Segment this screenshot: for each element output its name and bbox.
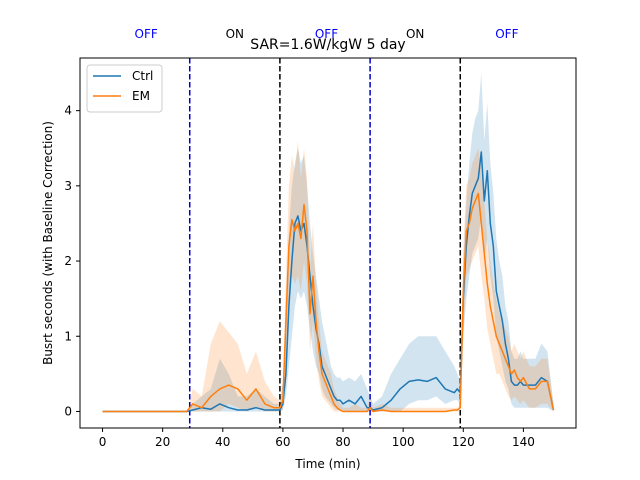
x-tick-label: 140 — [512, 435, 535, 449]
series-line-ctrl — [102, 151, 555, 413]
x-axis-label: Time (min) — [294, 457, 360, 471]
axes-frame — [79, 57, 577, 429]
y-tick-label: 2 — [64, 254, 72, 268]
y-axis: 0 1 2 3 4 — [64, 104, 80, 418]
plot-area — [102, 58, 555, 428]
x-tick-label: 0 — [99, 435, 107, 449]
x-tick-label: 120 — [452, 435, 475, 449]
y-tick-label: 1 — [64, 329, 72, 343]
series-line-em — [102, 192, 555, 413]
phase-label-on: ON — [226, 27, 244, 41]
y-tick-label: 3 — [64, 179, 72, 193]
y-tick-label: 4 — [64, 104, 72, 118]
series-layer — [102, 58, 555, 428]
x-tick-label: 20 — [155, 435, 170, 449]
x-tick-label: 60 — [275, 435, 290, 449]
x-tick-label: 100 — [392, 435, 415, 449]
phase-label-off: OFF — [315, 27, 338, 41]
confidence-band-ctrl — [102, 73, 554, 412]
phase-label-on: ON — [406, 27, 424, 41]
x-tick-label: 80 — [335, 435, 350, 449]
y-tick-label: 0 — [64, 404, 72, 418]
x-axis: 0 20 40 60 80 100 120 140 — [99, 428, 535, 449]
y-axis-label: Busrt seconds (with Baseline Correction) — [41, 121, 55, 365]
legend-label-em: EM — [132, 89, 150, 103]
x-tick-label: 40 — [215, 435, 230, 449]
phase-label-off: OFF — [495, 27, 518, 41]
legend-label-ctrl: Ctrl — [132, 69, 153, 83]
phase-label-off: OFF — [135, 27, 158, 41]
legend: Ctrl EM — [86, 64, 163, 113]
phase-labels: OFF ON OFF ON OFF — [135, 27, 519, 41]
confidence-band-em — [102, 140, 554, 412]
chart-title: SAR=1.6W/kgW 5 day — [250, 37, 405, 53]
